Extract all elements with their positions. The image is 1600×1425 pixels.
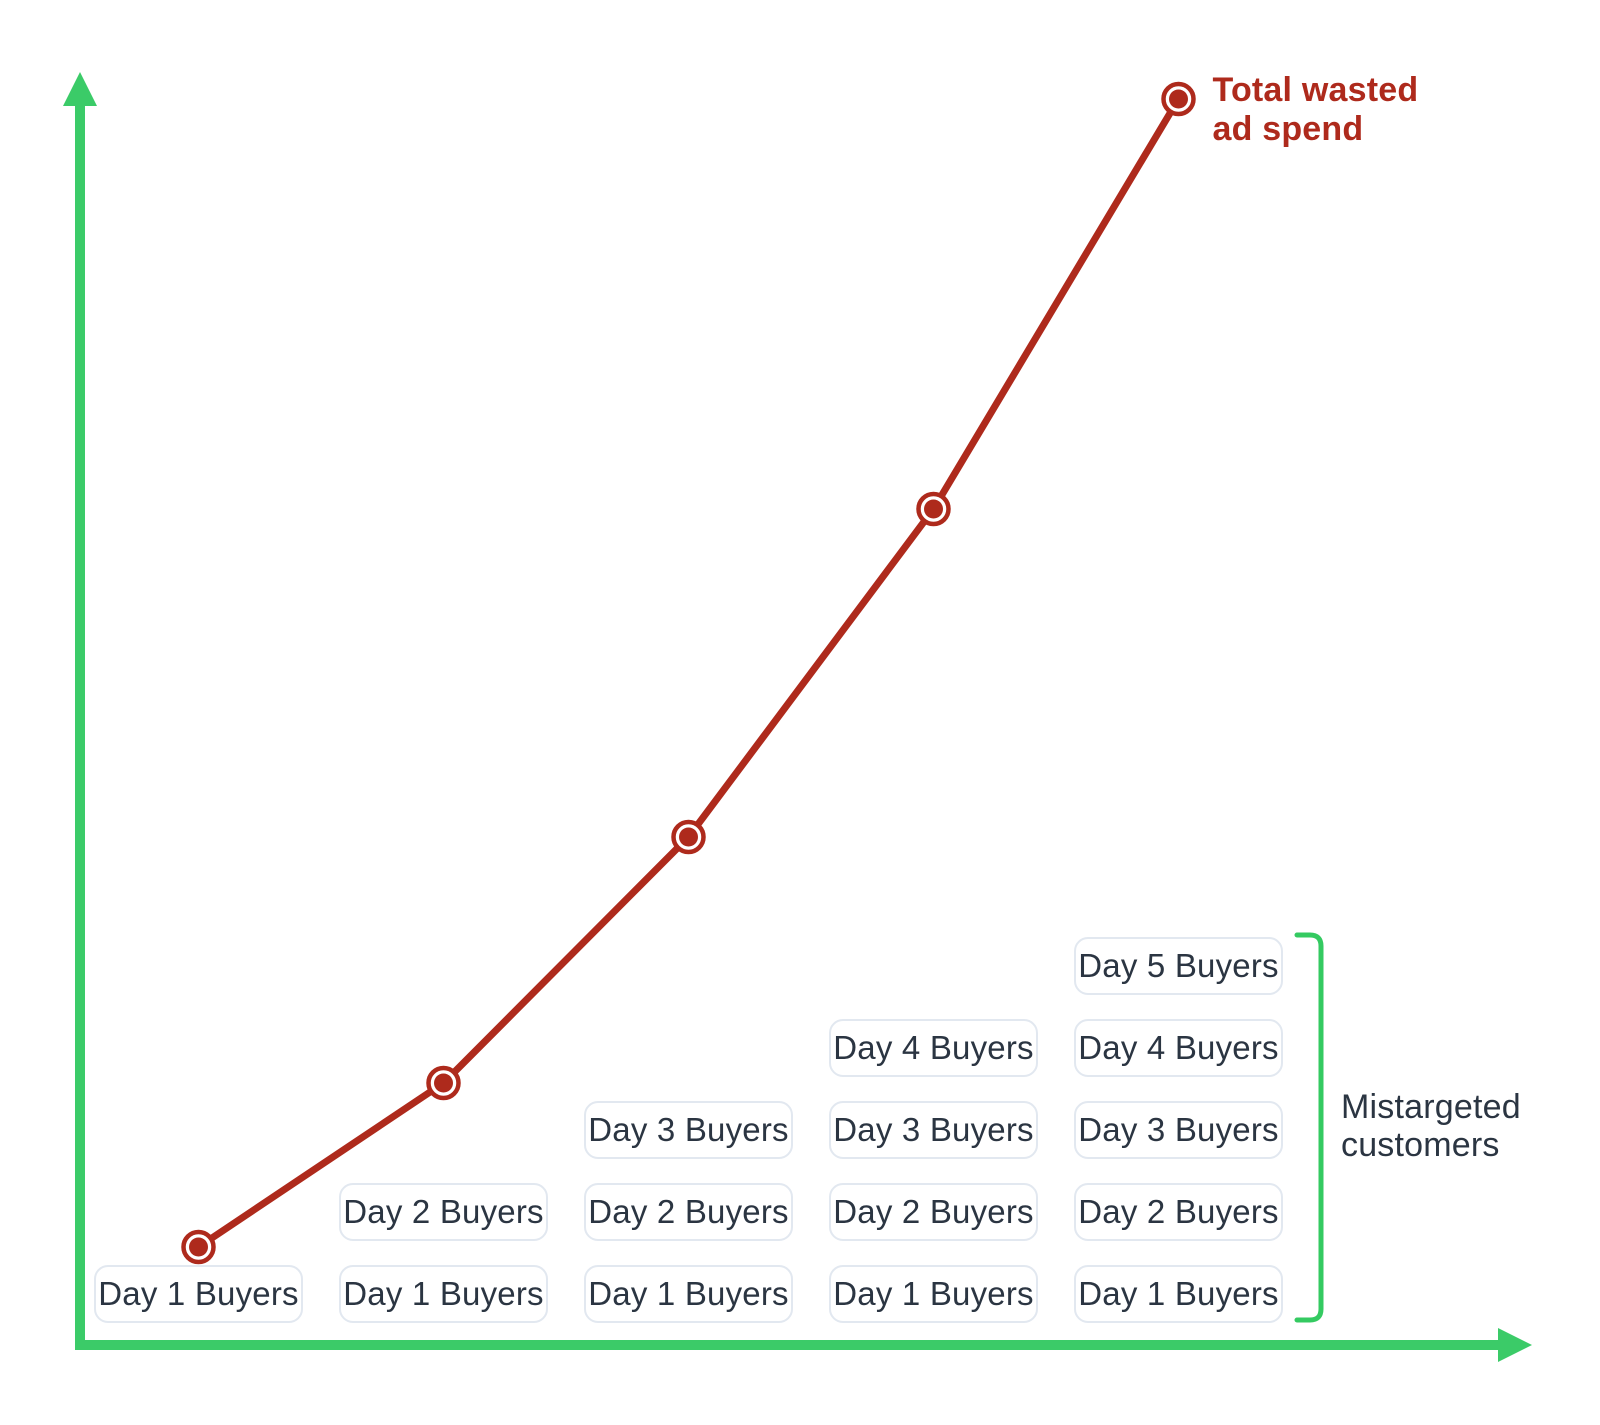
- data-point-dot: [679, 827, 698, 847]
- mistargeted-bracket: [1294, 932, 1324, 1323]
- x-axis-arrowhead-icon: [1498, 1328, 1532, 1362]
- annotation-line-1: Total wasted: [1212, 71, 1419, 109]
- buyer-box: Day 3 Buyers: [1074, 1101, 1283, 1159]
- total-wasted-ad-spend-label: Total wasted ad spend: [1213, 71, 1419, 149]
- buyer-box: Day 1 Buyers: [584, 1265, 793, 1323]
- bracket-label-line-2: customers: [1341, 1126, 1500, 1164]
- data-point-dot: [924, 499, 943, 519]
- buyer-box: Day 2 Buyers: [584, 1183, 793, 1241]
- buyer-box: Day 3 Buyers: [829, 1101, 1038, 1159]
- data-point-dot: [189, 1237, 208, 1257]
- buyer-box: Day 4 Buyers: [1074, 1019, 1283, 1077]
- buyer-box: Day 1 Buyers: [829, 1265, 1038, 1323]
- annotation-line-2: ad spend: [1212, 110, 1364, 148]
- axes: [63, 72, 1532, 1362]
- data-point-dot: [1169, 89, 1188, 109]
- bracket-label-line-1: Mistargeted: [1341, 1088, 1521, 1126]
- buyer-box: Day 3 Buyers: [584, 1101, 793, 1159]
- buyer-box: Day 1 Buyers: [339, 1265, 548, 1323]
- buyer-box: Day 1 Buyers: [94, 1265, 303, 1323]
- buyer-box: Day 1 Buyers: [1074, 1265, 1283, 1323]
- data-point-marker: [181, 1229, 216, 1265]
- data-point-marker: [1161, 81, 1196, 117]
- data-point-dot: [434, 1073, 453, 1093]
- buyer-box: Day 2 Buyers: [339, 1183, 548, 1241]
- buyer-box: Day 2 Buyers: [1074, 1183, 1283, 1241]
- buyer-box: Day 4 Buyers: [829, 1019, 1038, 1077]
- y-axis-arrowhead-icon: [63, 72, 97, 106]
- buyer-box: Day 5 Buyers: [1074, 937, 1283, 995]
- buyer-box: Day 2 Buyers: [829, 1183, 1038, 1241]
- data-point-marker: [671, 819, 706, 855]
- mistargeted-customers-label: Mistargeted customers: [1341, 1088, 1521, 1164]
- data-point-marker: [916, 491, 951, 527]
- data-point-marker: [426, 1065, 461, 1101]
